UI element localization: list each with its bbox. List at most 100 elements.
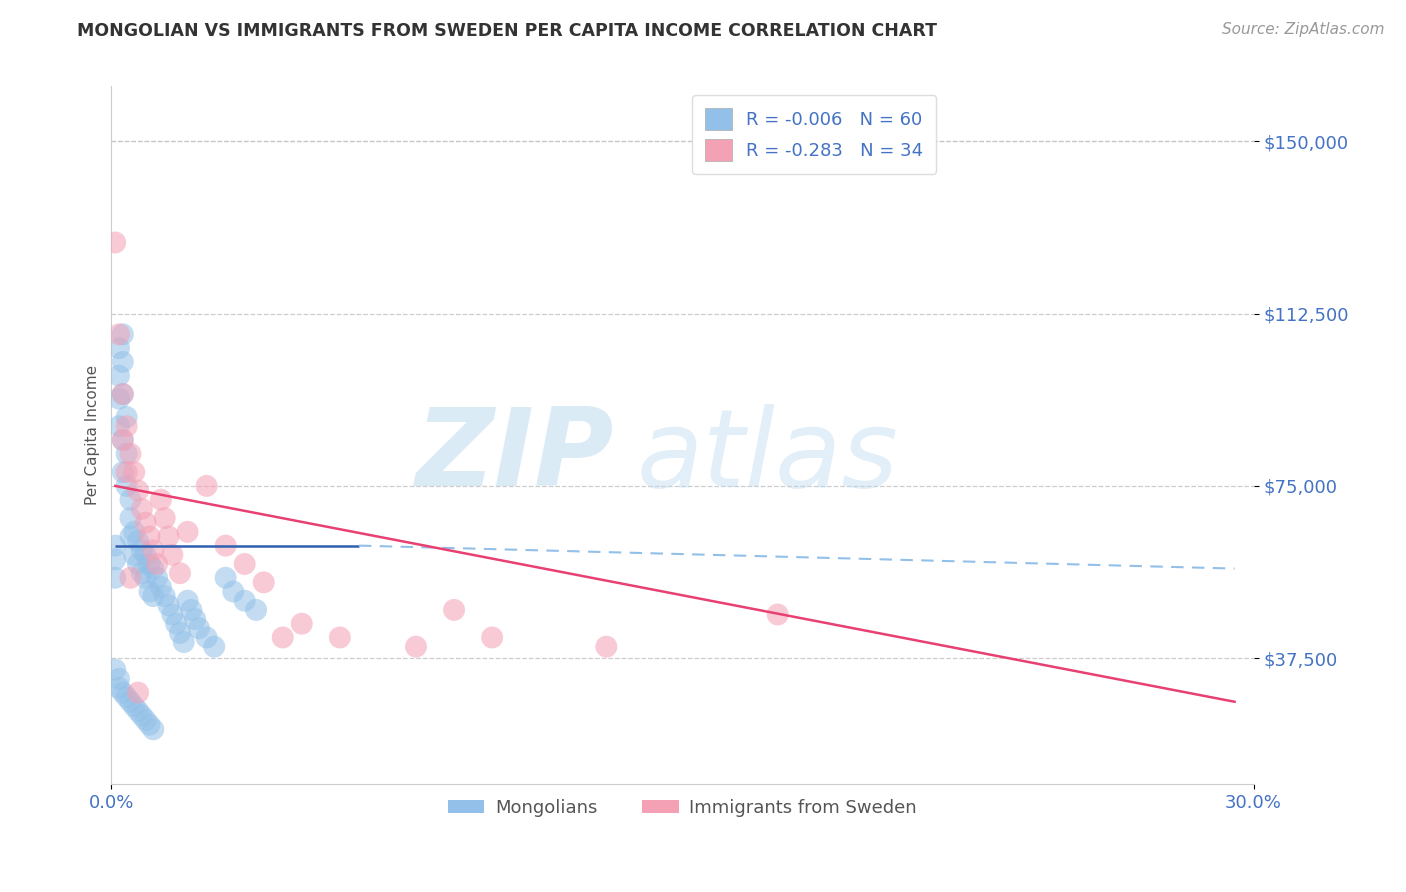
Point: [115, 465, 138, 479]
Point: [142, 589, 165, 603]
Point: [443, 603, 465, 617]
Point: [115, 447, 138, 461]
Point: [146, 557, 169, 571]
Point: [157, 529, 180, 543]
Point: [131, 501, 153, 516]
Point: [135, 713, 157, 727]
Point: [111, 433, 134, 447]
Point: [481, 631, 503, 645]
Point: [111, 387, 134, 401]
Point: [115, 479, 138, 493]
Point: [127, 483, 149, 498]
Point: [195, 631, 218, 645]
Point: [222, 584, 245, 599]
Point: [165, 616, 187, 631]
Point: [122, 548, 145, 562]
Text: Source: ZipAtlas.com: Source: ZipAtlas.com: [1222, 22, 1385, 37]
Point: [142, 561, 165, 575]
Point: [233, 593, 256, 607]
Point: [115, 419, 138, 434]
Point: [120, 447, 142, 461]
Point: [108, 368, 131, 383]
Point: [120, 492, 142, 507]
Point: [108, 392, 131, 406]
Point: [108, 681, 131, 695]
Point: [176, 593, 198, 607]
Point: [111, 685, 134, 699]
Point: [111, 465, 134, 479]
Point: [108, 341, 131, 355]
Point: [120, 529, 142, 543]
Point: [766, 607, 789, 622]
Point: [138, 717, 160, 731]
Point: [122, 465, 145, 479]
Text: MONGOLIAN VS IMMIGRANTS FROM SWEDEN PER CAPITA INCOME CORRELATION CHART: MONGOLIAN VS IMMIGRANTS FROM SWEDEN PER …: [77, 22, 938, 40]
Point: [271, 631, 294, 645]
Point: [214, 571, 236, 585]
Point: [111, 327, 134, 342]
Point: [149, 580, 172, 594]
Point: [120, 571, 142, 585]
Point: [157, 599, 180, 613]
Point: [146, 571, 169, 585]
Point: [169, 566, 191, 581]
Point: [291, 616, 314, 631]
Point: [138, 584, 160, 599]
Point: [115, 690, 138, 705]
Point: [131, 708, 153, 723]
Point: [104, 235, 127, 250]
Point: [329, 631, 352, 645]
Point: [127, 557, 149, 571]
Text: atlas: atlas: [637, 404, 898, 508]
Point: [195, 479, 218, 493]
Point: [135, 571, 157, 585]
Point: [131, 543, 153, 558]
Y-axis label: Per Capita Income: Per Capita Income: [86, 366, 100, 506]
Point: [104, 539, 127, 553]
Point: [138, 529, 160, 543]
Point: [180, 603, 202, 617]
Point: [122, 699, 145, 714]
Point: [169, 626, 191, 640]
Point: [142, 543, 165, 558]
Point: [127, 704, 149, 718]
Point: [405, 640, 427, 654]
Point: [127, 685, 149, 699]
Point: [122, 524, 145, 539]
Point: [135, 548, 157, 562]
Point: [153, 589, 176, 603]
Legend: Mongolians, Immigrants from Sweden: Mongolians, Immigrants from Sweden: [440, 792, 924, 824]
Point: [149, 492, 172, 507]
Point: [162, 607, 184, 622]
Point: [104, 663, 127, 677]
Point: [214, 539, 236, 553]
Point: [188, 621, 211, 635]
Point: [595, 640, 617, 654]
Point: [202, 640, 225, 654]
Point: [176, 524, 198, 539]
Point: [111, 387, 134, 401]
Point: [135, 516, 157, 530]
Point: [233, 557, 256, 571]
Point: [108, 419, 131, 434]
Point: [173, 635, 195, 649]
Point: [104, 571, 127, 585]
Point: [108, 327, 131, 342]
Point: [162, 548, 184, 562]
Point: [108, 672, 131, 686]
Point: [138, 557, 160, 571]
Point: [253, 575, 276, 590]
Point: [104, 552, 127, 566]
Point: [120, 511, 142, 525]
Point: [115, 410, 138, 425]
Point: [142, 723, 165, 737]
Text: ZIP: ZIP: [416, 403, 614, 509]
Point: [245, 603, 267, 617]
Point: [153, 511, 176, 525]
Point: [127, 534, 149, 549]
Point: [131, 566, 153, 581]
Point: [111, 433, 134, 447]
Point: [184, 612, 207, 626]
Point: [120, 695, 142, 709]
Point: [111, 355, 134, 369]
